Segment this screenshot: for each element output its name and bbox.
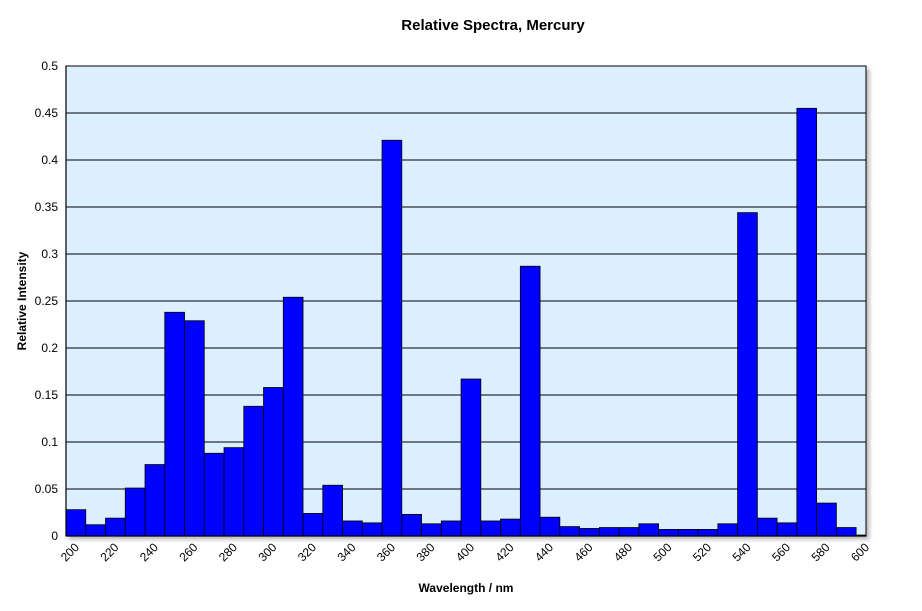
x-tick-label: 600 <box>848 540 872 564</box>
x-tick-label: 540 <box>730 540 754 564</box>
bar-570 <box>796 107 818 537</box>
y-tick-label: 0.25 <box>35 294 59 308</box>
bar-510 <box>677 529 699 537</box>
bar-460 <box>579 528 600 537</box>
bar-330 <box>322 484 343 537</box>
x-tick-label: 420 <box>493 540 517 564</box>
bar-280 <box>223 447 245 537</box>
x-tick-label: 580 <box>809 540 833 564</box>
x-tick-label: 560 <box>769 540 793 564</box>
x-tick-label: 240 <box>137 540 161 564</box>
bar-300 <box>263 387 284 537</box>
y-tick-labels: 0 0.05 0.1 0.15 0.2 0.25 0.3 0.35 0.4 0.45 0.5 <box>35 59 59 543</box>
bar-230 <box>124 487 146 537</box>
y-tick-label: 0.2 <box>41 341 58 355</box>
y-tick-label: 0 <box>51 529 58 543</box>
bar-560 <box>776 522 798 537</box>
bar-520 <box>697 529 719 537</box>
bar-260 <box>184 320 205 537</box>
bar-440 <box>539 516 561 537</box>
y-tick-label: 0.3 <box>41 247 58 261</box>
bar-320 <box>302 513 324 537</box>
x-tick-label: 260 <box>176 540 200 564</box>
bar-590 <box>835 527 857 537</box>
bar-200 <box>65 509 87 537</box>
bar-220 <box>105 517 126 537</box>
bar-410 <box>480 520 501 537</box>
bar-490 <box>638 523 659 537</box>
bar-400 <box>460 378 482 537</box>
bar-350 <box>361 522 383 537</box>
bar-310 <box>282 296 304 537</box>
bar-270 <box>203 452 225 537</box>
x-tick-labels: 200 220 240 260 280 300 320 340 360 380 400 420 440 4… <box>58 540 872 564</box>
x-tick-label: 300 <box>255 540 279 564</box>
y-tick-label: 0.05 <box>35 482 59 496</box>
x-tick-label: 460 <box>572 540 596 564</box>
bar-470 <box>598 527 620 537</box>
bar-240 <box>144 464 166 537</box>
x-tick-label: 500 <box>651 540 675 564</box>
x-tick-label: 220 <box>97 540 121 564</box>
bar-340 <box>342 520 363 537</box>
x-tick-label: 440 <box>532 540 556 564</box>
bar-290 <box>243 405 264 537</box>
chart-title: Relative Spectra, Mercury <box>401 17 585 34</box>
bar-540 <box>737 212 758 537</box>
bar-360 <box>381 139 403 537</box>
x-tick-label: 340 <box>334 540 358 564</box>
bar-210 <box>85 524 106 537</box>
y-tick-label: 0.4 <box>41 153 58 167</box>
x-tick-label: 360 <box>374 540 398 564</box>
y-tick-label: 0.45 <box>35 106 59 120</box>
x-tick-label: 320 <box>295 540 319 564</box>
y-tick-label: 0.15 <box>35 388 59 402</box>
bar-370 <box>401 513 422 537</box>
x-tick-label: 380 <box>413 540 437 564</box>
x-tick-label: 480 <box>611 540 635 564</box>
bar-530 <box>717 523 739 537</box>
bar-450 <box>559 526 580 537</box>
x-axis-label: Wavelength / nm <box>419 581 514 595</box>
y-tick-label: 0.5 <box>41 59 58 73</box>
y-tick-label: 0.35 <box>35 200 59 214</box>
y-axis-label: Relative Intensity <box>15 251 29 350</box>
bar-430 <box>519 265 541 537</box>
bar-550 <box>756 517 778 537</box>
bar-420 <box>500 518 521 537</box>
x-tick-label: 400 <box>453 540 477 564</box>
x-tick-label: 200 <box>58 540 82 564</box>
x-tick-label: 280 <box>216 540 240 564</box>
bar-500 <box>658 529 679 537</box>
x-tick-label: 520 <box>690 540 714 564</box>
bar-390 <box>440 520 462 537</box>
bar-250 <box>164 311 185 537</box>
bar-480 <box>618 527 640 537</box>
bar-580 <box>816 502 837 537</box>
bars <box>65 107 867 537</box>
bar-380 <box>421 523 442 537</box>
y-tick-label: 0.1 <box>41 435 58 449</box>
